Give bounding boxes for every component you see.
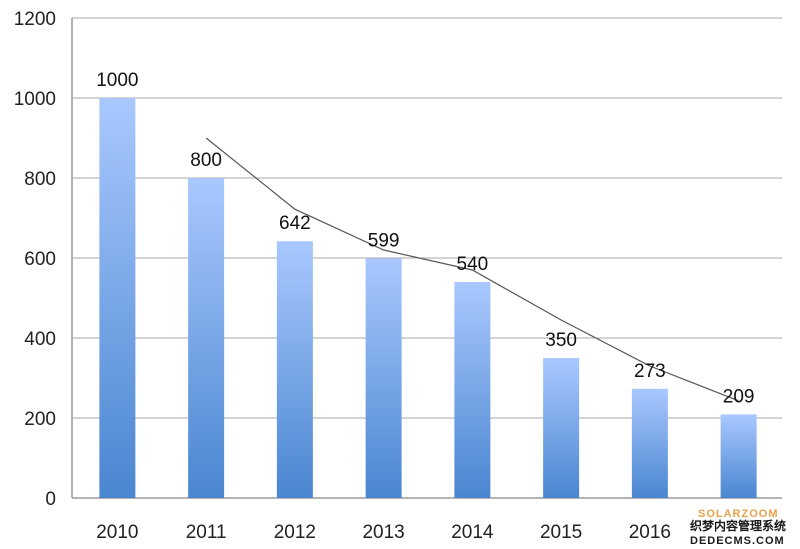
y-tick-label: 1000 xyxy=(14,89,56,110)
gridlines xyxy=(71,17,782,499)
bar xyxy=(454,282,491,498)
x-tick-label: 2013 xyxy=(362,522,404,543)
bar xyxy=(365,258,402,498)
bars xyxy=(99,98,757,498)
y-tick-label: 400 xyxy=(24,329,56,350)
data-labels: 1000 800 642 599 540 350 273 209 xyxy=(96,70,754,407)
data-label: 1000 xyxy=(96,70,138,91)
trendline xyxy=(205,137,739,402)
data-label: 540 xyxy=(457,254,489,275)
watermark: SOLARZOOM 织梦内容管理系统 DEDECMS.COM xyxy=(690,508,786,547)
y-tick-label: 800 xyxy=(24,169,56,190)
y-tick-label: 0 xyxy=(45,489,56,510)
x-tick-label: 2010 xyxy=(96,522,138,543)
bar xyxy=(720,414,757,498)
bar xyxy=(188,178,225,498)
x-tick-label: 2016 xyxy=(629,522,671,543)
watermark-line1: 织梦内容管理系统 xyxy=(690,518,786,533)
x-tick-label: 2012 xyxy=(274,522,316,543)
data-label: 350 xyxy=(545,330,577,351)
bar xyxy=(276,241,313,498)
bar xyxy=(99,98,136,498)
data-label: 599 xyxy=(368,230,400,251)
bar xyxy=(543,358,580,498)
x-tick-label: 2015 xyxy=(540,522,582,543)
watermark-line2: DEDECMS.COM xyxy=(690,535,785,547)
y-tick-label: 200 xyxy=(24,409,56,430)
bar xyxy=(631,388,668,498)
x-tick-label: 2011 xyxy=(186,522,227,543)
x-tick-label: 2014 xyxy=(451,522,494,543)
y-axis-ticks: 0 200 400 600 800 1000 1200 xyxy=(14,9,56,510)
data-label: 642 xyxy=(279,213,311,234)
y-tick-label: 1200 xyxy=(14,9,56,30)
y-tick-label: 600 xyxy=(24,249,56,270)
data-label: 273 xyxy=(634,361,666,382)
data-label: 800 xyxy=(190,150,222,171)
x-axis-ticks: 2010 2011 2012 2013 2014 2015 2016 xyxy=(96,522,671,543)
trendline-layer xyxy=(205,137,739,402)
data-label: 209 xyxy=(723,386,755,407)
watermark-brand: SOLARZOOM xyxy=(698,508,779,520)
